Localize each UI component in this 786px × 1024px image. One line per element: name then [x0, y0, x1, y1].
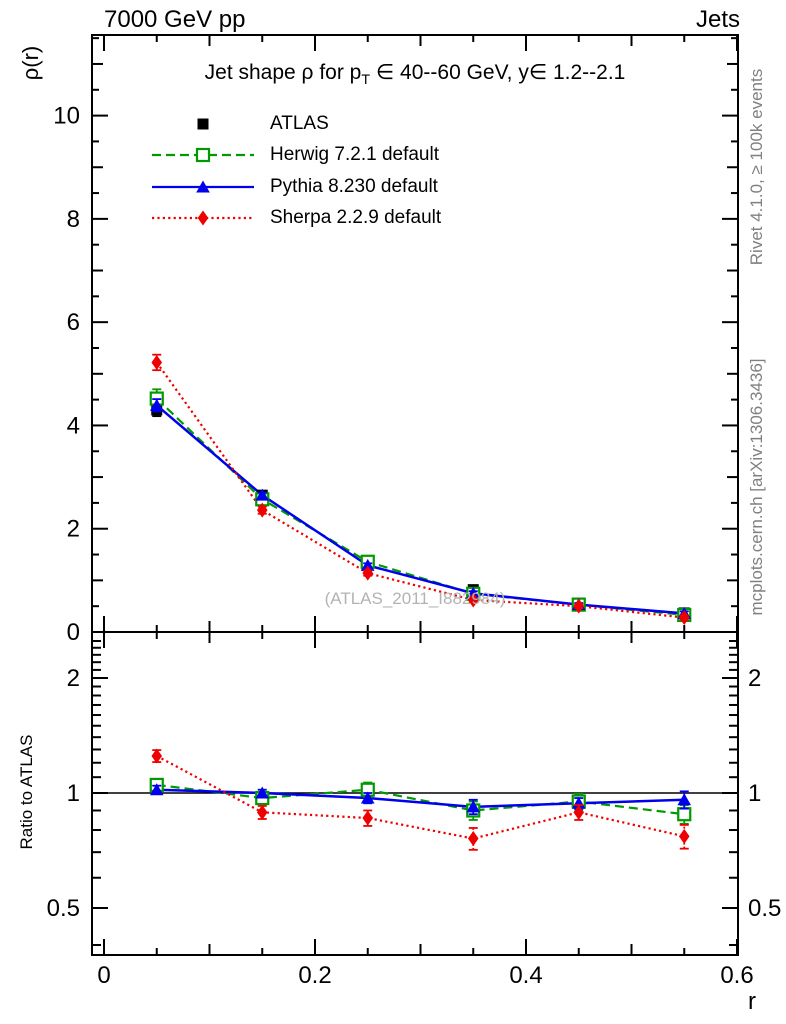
data-marker	[362, 810, 374, 826]
data-marker	[151, 354, 163, 370]
x-tick-label: 0.4	[509, 962, 542, 989]
x-tick-label: 0.6	[720, 962, 753, 989]
data-marker	[256, 804, 268, 820]
legend-label: Pythia 8.230 default	[270, 175, 438, 197]
legend-marker-herwig	[152, 148, 254, 163]
y-main-tick-label-zero: 0	[67, 619, 80, 646]
data-marker	[255, 786, 270, 799]
series-line-herwig	[155, 397, 685, 617]
series-points-sherpa	[151, 353, 690, 626]
legend-label: ATLAS	[270, 112, 329, 134]
data-marker	[573, 804, 585, 820]
y-ratio-tick-label-right: 1	[748, 780, 761, 807]
data-marker	[678, 828, 690, 844]
mcplots-attribution: mcplots.cern.ch [arXiv:1306.3436]	[747, 358, 766, 616]
data-marker	[678, 610, 690, 626]
series-points-sherpa	[151, 748, 690, 851]
data-marker	[196, 180, 210, 193]
legend-marker-atlas	[197, 118, 209, 130]
data-marker	[151, 748, 163, 764]
data-marker	[195, 148, 211, 163]
data-marker	[573, 598, 585, 614]
analysis-watermark: (ATLAS_2011_I882984)	[324, 589, 506, 608]
tick-marks	[92, 35, 738, 955]
data-marker	[677, 807, 692, 822]
y-main-tick-label: 4	[67, 412, 80, 439]
rivet-version-note: Rivet 4.1.0, ≥ 100k events	[747, 68, 766, 266]
y-ratio-tick-label-left: 1	[67, 780, 80, 807]
y-ratio-tick-label-left: 2	[67, 665, 80, 692]
y-main-tick-label: 6	[67, 309, 80, 336]
data-marker	[467, 592, 479, 608]
data-marker	[360, 791, 375, 804]
legend-item-atlas: ATLAS	[150, 108, 441, 140]
y-ratio-tick-label-left: 0.5	[47, 895, 80, 922]
data-marker	[149, 398, 164, 411]
data-marker	[467, 831, 479, 847]
y-ratio-tick-label-right: 0.5	[748, 895, 781, 922]
data-marker	[256, 502, 268, 518]
series-line-sherpa	[155, 361, 685, 619]
x-tick-label: 0	[97, 962, 110, 989]
data-marker	[197, 118, 209, 130]
tick-labels: 0 0.2 0.4 0.6 2 4 6 8 10 0 0.5 0.5 1 1 2 2	[47, 103, 782, 989]
series-points-pythia	[149, 783, 692, 816]
y-axis-label-main: ρ(r)	[18, 45, 43, 81]
data-marker	[255, 488, 270, 501]
legend-label: Herwig 7.2.1 default	[270, 144, 439, 166]
data-marker	[677, 793, 692, 806]
legend-marker-sherpa	[152, 210, 254, 226]
panel-title-part1: Jet shape ρ for p	[204, 61, 362, 84]
legend-item-pythia: Pythia 8.230 default	[150, 171, 441, 203]
x-tick-label: 0.2	[298, 962, 331, 989]
series-line-sherpa	[156, 755, 685, 840]
series-line-herwig	[156, 783, 685, 816]
data-marker	[362, 565, 374, 581]
y-ratio-tick-label-right: 2	[748, 665, 761, 692]
panel-ratio	[149, 748, 692, 851]
data-marker	[149, 783, 164, 796]
beam-energy-title: 7000 GeV pp	[104, 6, 246, 33]
x-axis-label: r	[748, 988, 756, 1015]
legend: ATLAS Herwig 7.2.1 default Pythia 8.230 de…	[150, 108, 441, 234]
data-marker	[197, 210, 209, 226]
panel-main	[149, 353, 692, 626]
series-line-pythia	[155, 404, 685, 615]
panel-title: Jet shape ρ for pT ∈ 40--60 GeV, y∈ 1.2-…	[92, 60, 738, 88]
legend-label: Sherpa 2.2.9 default	[270, 207, 442, 229]
y-main-tick-label: 2	[67, 516, 80, 543]
series-line-pythia	[156, 788, 685, 809]
series-points-atlas	[151, 402, 690, 619]
legend-item-herwig: Herwig 7.2.1 default	[150, 140, 441, 172]
data-marker	[360, 558, 375, 571]
data-marker	[466, 800, 481, 813]
legend-item-sherpa: Sherpa 2.2.9 default	[150, 203, 441, 235]
series-points-herwig	[149, 388, 692, 623]
y-main-tick-label: 10	[53, 103, 80, 130]
process-title: Jets	[695, 6, 740, 33]
y-main-tick-label: 8	[67, 206, 80, 233]
panel-title-part2: ∈ 40--60 GeV, y∈ 1.2--2.1	[370, 61, 626, 84]
panel-title-subscript: T	[361, 72, 371, 89]
y-axis-label-ratio: Ratio to ATLAS	[17, 734, 36, 850]
series-points-pythia	[149, 398, 692, 619]
legend-marker-pythia	[152, 180, 254, 193]
